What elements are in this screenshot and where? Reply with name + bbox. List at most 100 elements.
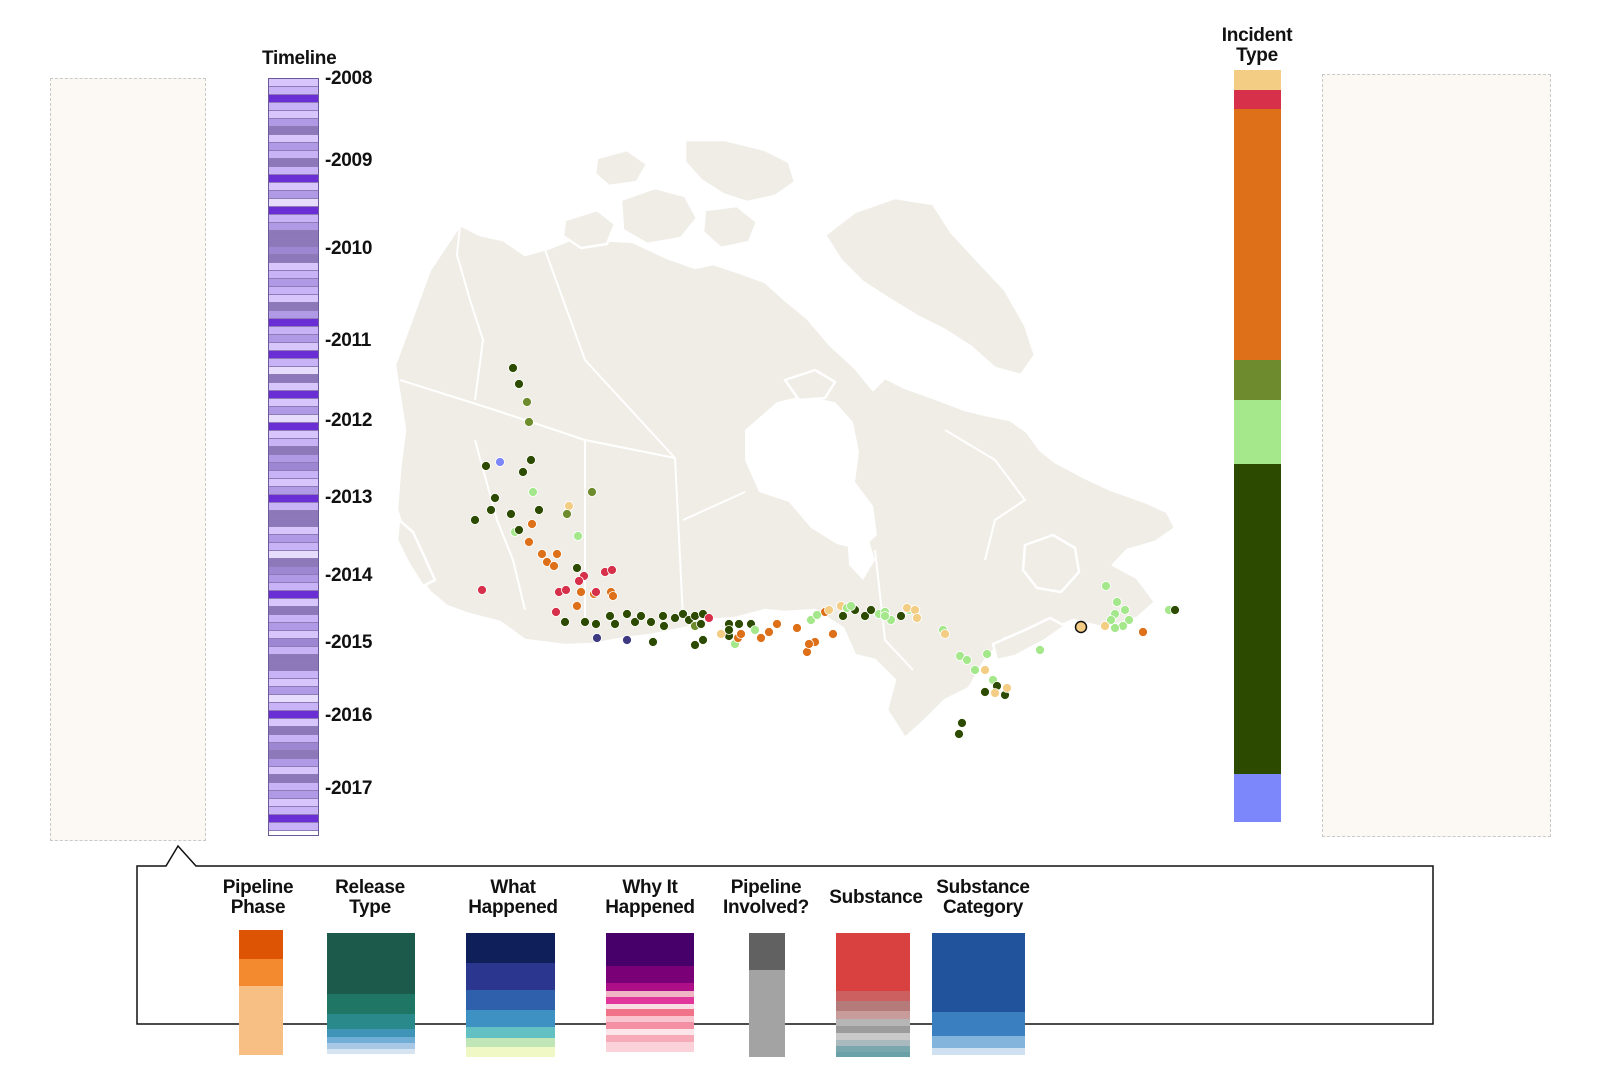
- timeline-strip[interactable]: [268, 78, 319, 836]
- incident-point[interactable]: [560, 617, 570, 627]
- incident-point[interactable]: [572, 563, 582, 573]
- incident-point[interactable]: [792, 623, 802, 633]
- legend-bar[interactable]: [932, 933, 1025, 1055]
- incident-point[interactable]: [980, 665, 990, 675]
- timeline-row[interactable]: [269, 735, 318, 743]
- legend-bar-segment[interactable]: [606, 1009, 694, 1018]
- incident-point[interactable]: [880, 611, 890, 621]
- timeline-row[interactable]: [269, 287, 318, 295]
- incident-point[interactable]: [704, 613, 714, 623]
- legend-bar-segment[interactable]: [836, 991, 910, 1002]
- timeline-row[interactable]: [269, 351, 318, 359]
- timeline-row[interactable]: [269, 751, 318, 759]
- legend-bar[interactable]: [239, 930, 283, 1055]
- incident-point[interactable]: [526, 455, 536, 465]
- incident-point[interactable]: [1110, 623, 1120, 633]
- incident-point[interactable]: [528, 487, 538, 497]
- timeline-row[interactable]: [269, 791, 318, 799]
- timeline-row[interactable]: [269, 631, 318, 639]
- legend-bar[interactable]: [836, 933, 910, 1058]
- legend-bar-segment[interactable]: [327, 1043, 415, 1051]
- timeline-row[interactable]: [269, 679, 318, 687]
- timeline-row[interactable]: [269, 575, 318, 583]
- legend-bar-segment[interactable]: [606, 1029, 694, 1036]
- incident-point[interactable]: [514, 379, 524, 389]
- incident-point[interactable]: [659, 621, 669, 631]
- incident-point-selected[interactable]: [1074, 620, 1088, 634]
- incident-point[interactable]: [866, 605, 876, 615]
- incident-point[interactable]: [572, 601, 582, 611]
- incident-point[interactable]: [954, 729, 964, 739]
- timeline-row[interactable]: [269, 799, 318, 807]
- timeline-row[interactable]: [269, 471, 318, 479]
- legend-bar-segment[interactable]: [932, 1047, 1025, 1055]
- incident-point[interactable]: [860, 611, 870, 621]
- legend-bar-segment[interactable]: [836, 933, 910, 992]
- incident-point[interactable]: [481, 461, 491, 471]
- legend-bar-segment[interactable]: [836, 1052, 910, 1058]
- timeline-row[interactable]: [269, 215, 318, 223]
- incident-point[interactable]: [477, 585, 487, 595]
- timeline-row[interactable]: [269, 79, 318, 87]
- incident-point[interactable]: [824, 605, 834, 615]
- legend-bar-segment[interactable]: [466, 933, 555, 963]
- legend-bar-segment[interactable]: [836, 1026, 910, 1034]
- timeline-row[interactable]: [269, 671, 318, 679]
- timeline-row[interactable]: [269, 815, 318, 823]
- timeline-row[interactable]: [269, 535, 318, 543]
- incident-point[interactable]: [1002, 683, 1012, 693]
- incident-point[interactable]: [698, 635, 708, 645]
- timeline-row[interactable]: [269, 151, 318, 159]
- legend-bar-segment[interactable]: [466, 1047, 555, 1058]
- incident-point[interactable]: [608, 591, 618, 601]
- timeline-row[interactable]: [269, 327, 318, 335]
- incident-point[interactable]: [764, 627, 774, 637]
- timeline-row[interactable]: [269, 559, 318, 567]
- incident-point[interactable]: [957, 718, 967, 728]
- incident-point[interactable]: [802, 647, 812, 657]
- incident-point[interactable]: [648, 637, 658, 647]
- timeline-row[interactable]: [269, 199, 318, 207]
- legend-bar-segment[interactable]: [606, 1042, 694, 1053]
- timeline-row[interactable]: [269, 567, 318, 575]
- incident-point[interactable]: [564, 501, 574, 511]
- legend-bar-segment[interactable]: [327, 933, 415, 994]
- legend-bar-segment[interactable]: [606, 966, 694, 984]
- timeline-row[interactable]: [269, 295, 318, 303]
- legend-bar-segment[interactable]: [239, 958, 283, 987]
- incident-point[interactable]: [610, 619, 620, 629]
- incident-point[interactable]: [896, 611, 906, 621]
- timeline-row[interactable]: [269, 391, 318, 399]
- legend-bar-segment[interactable]: [606, 982, 694, 992]
- legend-bar-segment[interactable]: [327, 1014, 415, 1030]
- timeline-row[interactable]: [269, 527, 318, 535]
- timeline-row[interactable]: [269, 479, 318, 487]
- incident-point[interactable]: [537, 549, 547, 559]
- incident-type-segment[interactable]: [1234, 359, 1281, 401]
- incident-point[interactable]: [940, 629, 950, 639]
- timeline-row[interactable]: [269, 615, 318, 623]
- incident-point[interactable]: [970, 665, 980, 675]
- incident-point[interactable]: [1101, 581, 1111, 591]
- timeline-row[interactable]: [269, 607, 318, 615]
- incident-point[interactable]: [518, 467, 528, 477]
- incident-point[interactable]: [724, 625, 734, 635]
- timeline-row[interactable]: [269, 543, 318, 551]
- legend-bar-segment[interactable]: [466, 1038, 555, 1048]
- timeline-row[interactable]: [269, 639, 318, 647]
- timeline-row[interactable]: [269, 175, 318, 183]
- timeline-row[interactable]: [269, 127, 318, 135]
- incident-point[interactable]: [524, 417, 534, 427]
- timeline-row[interactable]: [269, 103, 318, 111]
- incident-point[interactable]: [470, 515, 480, 525]
- incident-point[interactable]: [1118, 621, 1128, 631]
- incident-point[interactable]: [912, 613, 922, 623]
- incident-point[interactable]: [495, 457, 505, 467]
- incident-point[interactable]: [910, 605, 920, 615]
- legend-bar-segment[interactable]: [239, 985, 283, 1055]
- legend-bar-segment[interactable]: [932, 1011, 1025, 1037]
- timeline-row[interactable]: [269, 239, 318, 247]
- legend-bar[interactable]: [327, 933, 415, 1055]
- timeline-row[interactable]: [269, 231, 318, 239]
- incident-point[interactable]: [622, 635, 632, 645]
